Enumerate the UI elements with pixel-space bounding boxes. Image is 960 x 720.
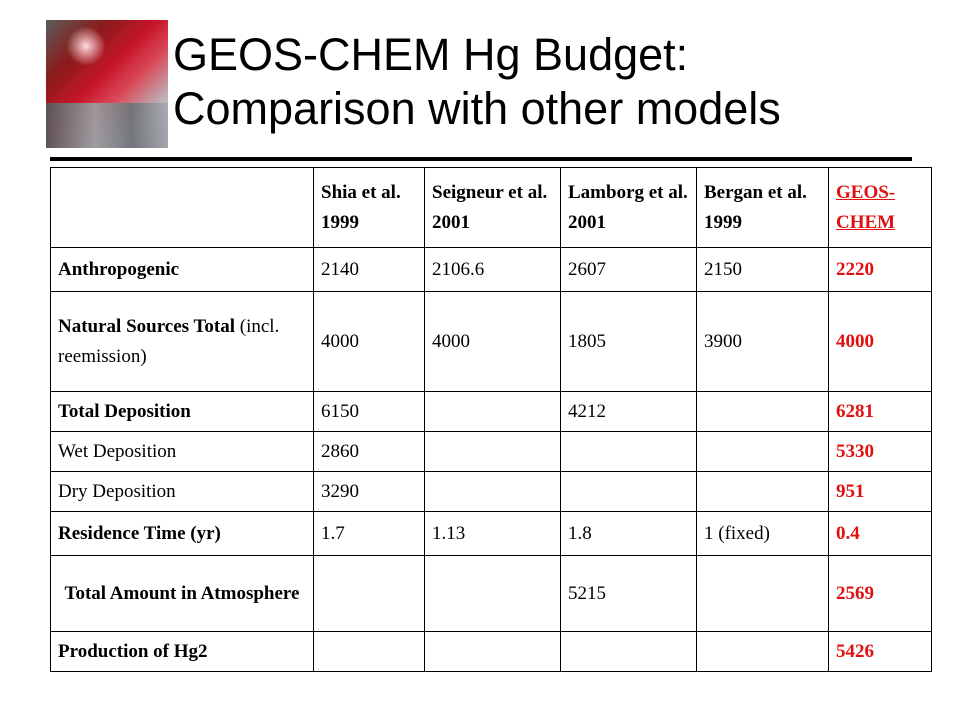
row-label-note: (incl. reemission) bbox=[58, 315, 280, 367]
row-label: Wet Deposition bbox=[50, 431, 314, 472]
cell-value: 4000 bbox=[313, 291, 425, 392]
cell-value: 6150 bbox=[313, 391, 425, 432]
cell-value bbox=[424, 471, 561, 512]
table-row: Total Amount in Atmosphere 5215 2569 bbox=[50, 555, 932, 632]
header-bergan: Bergan et al. 1999 bbox=[696, 167, 829, 248]
row-label: Total Amount in Atmosphere bbox=[50, 555, 314, 632]
cell-value: 2607 bbox=[560, 247, 697, 292]
cell-value: 4212 bbox=[560, 391, 697, 432]
geos-chem-value: 951 bbox=[828, 471, 932, 512]
cell-value: 1 (fixed) bbox=[696, 511, 829, 556]
row-label: Natural Sources Total (incl. reemission) bbox=[50, 291, 314, 392]
cell-value: 2106.6 bbox=[424, 247, 561, 292]
cell-value bbox=[560, 431, 697, 472]
geos-chem-value: 0.4 bbox=[828, 511, 932, 556]
cell-value bbox=[560, 631, 697, 672]
cell-value: 3290 bbox=[313, 471, 425, 512]
row-label-main: Natural Sources Total bbox=[58, 315, 236, 337]
geos-chem-value: 2569 bbox=[828, 555, 932, 632]
header-geos-chem: GEOS-CHEM bbox=[828, 167, 932, 248]
row-label: Residence Time (yr) bbox=[50, 511, 314, 556]
cell-value: 1.8 bbox=[560, 511, 697, 556]
geos-chem-value: 5426 bbox=[828, 631, 932, 672]
cell-value bbox=[696, 391, 829, 432]
geos-chem-value: 6281 bbox=[828, 391, 932, 432]
cell-value bbox=[424, 631, 561, 672]
crystal-highlight bbox=[66, 26, 106, 66]
header-lamborg: Lamborg et al. 2001 bbox=[560, 167, 697, 248]
header-seigneur: Seigneur et al. 2001 bbox=[424, 167, 561, 248]
cell-value bbox=[560, 471, 697, 512]
cell-value: 1.7 bbox=[313, 511, 425, 556]
table-row: Anthropogenic 2140 2106.6 2607 2150 2220 bbox=[50, 247, 932, 292]
table-row: Residence Time (yr) 1.7 1.13 1.8 1 (fixe… bbox=[50, 511, 932, 556]
cell-value bbox=[424, 555, 561, 632]
cell-value bbox=[696, 555, 829, 632]
cell-value bbox=[696, 471, 829, 512]
slide-title-line1: GEOS-CHEM Hg Budget: bbox=[173, 29, 689, 80]
table-row: Dry Deposition 3290 951 bbox=[50, 471, 932, 512]
cell-value: 3900 bbox=[696, 291, 829, 392]
geos-chem-value: 5330 bbox=[828, 431, 932, 472]
cell-value: 1805 bbox=[560, 291, 697, 392]
table-row: Total Deposition 6150 4212 6281 bbox=[50, 391, 932, 432]
table-header-row: Shia et al. 1999 Seigneur et al. 2001 La… bbox=[50, 167, 932, 248]
header-cell-empty bbox=[50, 167, 314, 248]
cell-value: 1.13 bbox=[424, 511, 561, 556]
row-label: Dry Deposition bbox=[50, 471, 314, 512]
row-label: Anthropogenic bbox=[50, 247, 314, 292]
row-label: Total Deposition bbox=[50, 391, 314, 432]
cell-value bbox=[313, 555, 425, 632]
geos-chem-value: 4000 bbox=[828, 291, 932, 392]
slide-title-line2: Comparison with other models bbox=[173, 83, 781, 134]
cell-value: 4000 bbox=[424, 291, 561, 392]
table-row: Natural Sources Total (incl. reemission)… bbox=[50, 291, 932, 392]
cell-value bbox=[424, 431, 561, 472]
title-divider bbox=[50, 157, 912, 161]
cell-value bbox=[313, 631, 425, 672]
cell-value: 2150 bbox=[696, 247, 829, 292]
row-label: Production of Hg2 bbox=[50, 631, 314, 672]
cell-value bbox=[424, 391, 561, 432]
geos-chem-value: 2220 bbox=[828, 247, 932, 292]
table-row: Production of Hg2 5426 bbox=[50, 631, 932, 672]
cell-value: 5215 bbox=[560, 555, 697, 632]
rock-matrix bbox=[46, 103, 168, 148]
cell-value bbox=[696, 631, 829, 672]
cell-value: 2140 bbox=[313, 247, 425, 292]
header-shia: Shia et al. 1999 bbox=[313, 167, 425, 248]
hg-budget-table: Shia et al. 1999 Seigneur et al. 2001 La… bbox=[50, 167, 932, 672]
cell-value bbox=[696, 431, 829, 472]
cinnabar-photo-logo bbox=[46, 20, 168, 148]
table-row: Wet Deposition 2860 5330 bbox=[50, 431, 932, 472]
slide-title: GEOS-CHEM Hg Budget: Comparison with oth… bbox=[173, 28, 933, 136]
cell-value: 2860 bbox=[313, 431, 425, 472]
